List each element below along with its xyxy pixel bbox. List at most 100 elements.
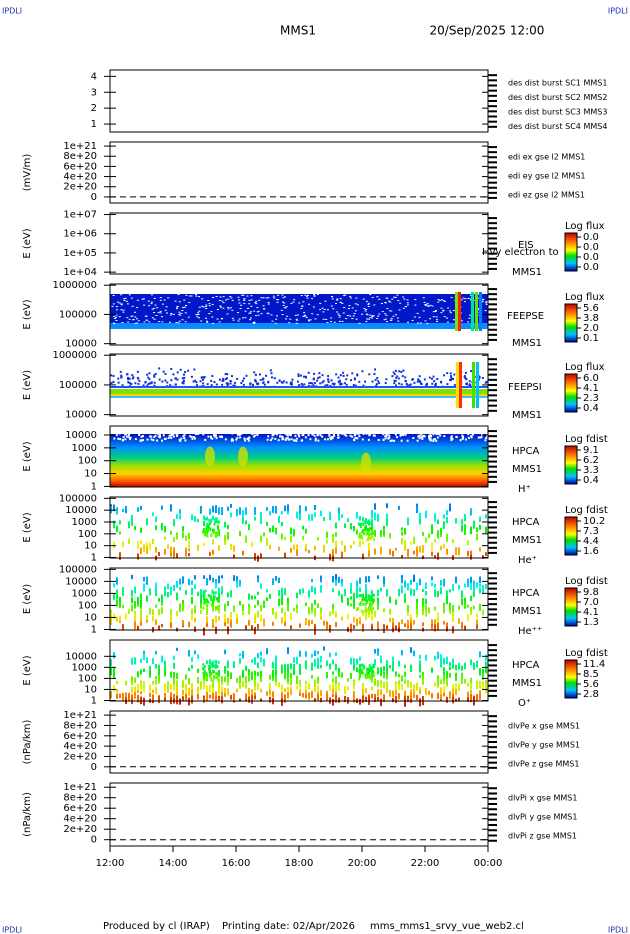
spectrogram-speckle	[289, 318, 292, 320]
spectrogram-speckle	[431, 551, 433, 557]
spectrogram-speckle	[419, 322, 422, 324]
spectrogram-speckle	[257, 578, 259, 583]
spectrogram-speckle	[115, 319, 118, 321]
spectrogram-speckle	[470, 582, 472, 590]
spectrogram-speckle	[190, 295, 193, 297]
spectrogram-speckle	[401, 538, 403, 545]
spectrogram-speckle	[447, 307, 450, 309]
spectrogram-speckle	[137, 694, 139, 703]
spectrogram-speckle	[464, 529, 466, 536]
spectrogram-speckle	[204, 600, 207, 604]
spectrogram-speckle	[178, 311, 181, 313]
colorbar	[564, 232, 578, 272]
spectrogram-speckle	[452, 377, 455, 380]
spectrogram-speckle	[311, 662, 313, 668]
spectrogram-speckle	[213, 435, 216, 438]
spectrogram-speckle	[151, 308, 154, 310]
spectrogram-speckle	[173, 584, 175, 592]
spectrogram-speckle	[131, 604, 133, 612]
spectrogram-speckle	[389, 319, 392, 321]
spectrogram-speckle	[170, 546, 172, 553]
spectrogram-speckle	[173, 550, 175, 558]
spectrogram-speckle	[128, 318, 131, 320]
y-tick-label: 1	[91, 552, 97, 563]
spectrogram-speckle	[486, 300, 489, 302]
y-tick-label: 100	[78, 529, 97, 540]
spectrogram-speckle	[290, 689, 292, 695]
spectrogram-speckle	[257, 382, 260, 385]
spectrogram-speckle	[176, 687, 178, 696]
spectrogram-speckle	[441, 299, 444, 301]
spectrogram-speckle	[446, 533, 448, 542]
spectrogram-speckle	[305, 295, 308, 297]
spectrogram-speckle	[434, 384, 437, 387]
y-tick-label: 6e+20	[63, 803, 97, 814]
spectrogram-speckle	[428, 436, 431, 439]
spectrogram-speckle	[250, 295, 253, 297]
y-tick-label: 10	[84, 612, 97, 623]
spectrogram-speckle	[113, 315, 116, 317]
spectrogram-speckle	[380, 546, 382, 555]
y-tick-label: 1	[91, 624, 97, 635]
spectrogram-speckle	[116, 509, 118, 515]
spectrogram-speckle	[368, 607, 371, 611]
spectrogram-speckle	[458, 618, 460, 622]
y-tick-label: 1e+21	[63, 141, 97, 152]
spectrogram-speckle	[470, 508, 472, 516]
spectrogram-speckle	[298, 432, 301, 435]
spectrogram-speckle	[356, 619, 358, 625]
spectrogram-speckle	[197, 519, 199, 523]
spectrogram-speckle	[368, 528, 371, 532]
spectrogram-speckle	[248, 312, 251, 314]
spectrogram-speckle	[434, 555, 436, 559]
spectrogram-speckle	[181, 377, 184, 380]
spectrogram-speckle	[202, 376, 205, 379]
spectrogram-speckle	[398, 660, 400, 667]
spectrogram-speckle	[155, 664, 157, 669]
spectrogram-speckle	[213, 595, 216, 599]
spectrogram-speckle	[300, 439, 303, 442]
spectrogram-speckle	[424, 304, 427, 306]
spectrogram-speckle	[411, 319, 414, 321]
spectrogram-speckle	[230, 543, 232, 550]
spectrogram-speckle	[314, 318, 317, 320]
spectrogram-speckle	[406, 304, 409, 306]
spectrogram-speckle	[321, 307, 324, 309]
spectrogram-speckle	[394, 369, 397, 372]
spectrogram-speckle	[194, 437, 197, 440]
spectrogram-speckle	[311, 653, 313, 658]
spectrogram-speckle	[410, 692, 412, 699]
date: 20/Sep/2025 12:00	[430, 24, 545, 38]
spectrogram-speckle	[435, 316, 438, 318]
spectrogram-speckle	[116, 589, 118, 594]
spectrogram-speckle	[485, 302, 488, 304]
spectrogram-speckle	[341, 540, 343, 545]
spectrogram-speckle	[221, 506, 223, 515]
spectrogram-speckle	[174, 300, 177, 302]
colorbar-tick-label: 1.6	[583, 546, 599, 557]
spectrogram-speckle	[338, 697, 340, 703]
spectrogram-speckle	[389, 665, 391, 669]
spectrogram-speckle	[146, 438, 149, 441]
spectrogram-speckle	[383, 694, 385, 702]
spectrogram-speckle	[485, 301, 488, 303]
spectrogram-speckle	[368, 318, 371, 320]
spectrogram-speckle	[371, 432, 374, 435]
spectrogram-speckle	[351, 435, 354, 438]
spectrogram-speckle	[302, 588, 304, 594]
spectrogram-speckle	[293, 668, 295, 676]
spectrogram-speckle	[159, 297, 162, 299]
spectrogram-speckle	[317, 662, 319, 669]
spectrogram-speckle	[416, 322, 419, 324]
spectrogram-speckle	[161, 602, 163, 606]
spectrogram-speckle	[374, 512, 376, 521]
spectrogram-speckle	[417, 432, 420, 435]
spectrogram-speckle	[308, 382, 311, 385]
spectrogram-speckle	[143, 654, 145, 661]
spectrogram-speckle	[113, 685, 115, 692]
spectrogram-speckle	[215, 694, 217, 703]
spectrogram-speckle	[335, 676, 337, 684]
spectrogram-speckle	[152, 439, 155, 442]
spectrogram-speckle	[416, 598, 418, 606]
spectrogram-speckle	[206, 660, 208, 665]
